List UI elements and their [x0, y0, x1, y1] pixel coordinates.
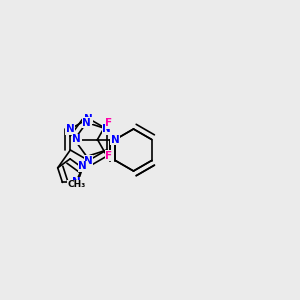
Text: CH₃: CH₃ [67, 180, 85, 189]
Text: N: N [72, 177, 81, 188]
Text: N: N [84, 113, 93, 124]
Text: N: N [111, 134, 120, 145]
Text: N: N [102, 124, 111, 134]
Text: N: N [78, 161, 87, 171]
Text: F: F [105, 151, 112, 161]
Text: N: N [82, 118, 91, 128]
Text: N: N [84, 155, 93, 166]
Text: F: F [105, 118, 112, 128]
Text: N: N [66, 124, 75, 134]
Text: N: N [72, 134, 81, 145]
